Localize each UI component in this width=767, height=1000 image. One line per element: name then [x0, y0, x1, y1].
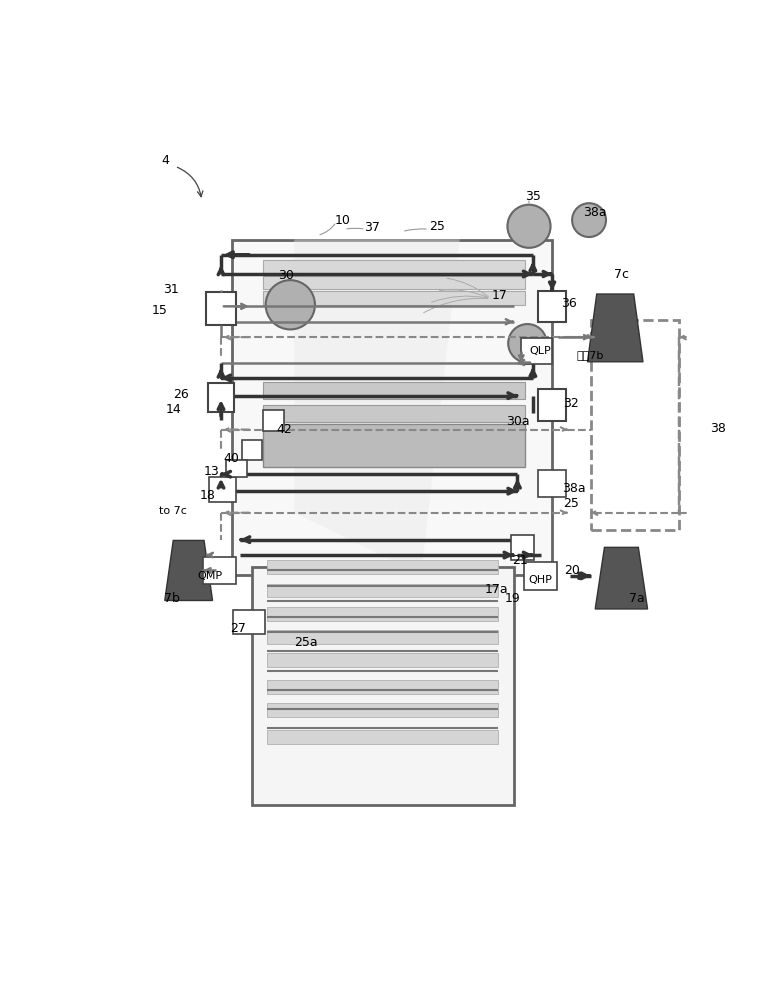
FancyBboxPatch shape — [206, 292, 235, 325]
FancyBboxPatch shape — [267, 730, 499, 744]
FancyBboxPatch shape — [267, 680, 499, 694]
Text: 42: 42 — [276, 423, 292, 436]
FancyBboxPatch shape — [512, 535, 535, 560]
Text: 38a: 38a — [562, 482, 585, 495]
Text: 10: 10 — [334, 214, 351, 227]
Text: 18: 18 — [199, 489, 215, 502]
FancyBboxPatch shape — [267, 703, 499, 717]
Text: 来自7b: 来自7b — [577, 350, 604, 360]
Text: 26: 26 — [173, 388, 189, 401]
FancyBboxPatch shape — [262, 410, 284, 431]
FancyBboxPatch shape — [232, 240, 551, 575]
Text: 7b: 7b — [164, 592, 179, 605]
Text: 14: 14 — [166, 403, 181, 416]
FancyBboxPatch shape — [538, 470, 566, 497]
FancyBboxPatch shape — [242, 440, 262, 460]
Polygon shape — [294, 239, 459, 574]
Text: 37: 37 — [364, 221, 380, 234]
Circle shape — [572, 203, 606, 237]
Text: QMP: QMP — [198, 571, 222, 581]
FancyBboxPatch shape — [232, 610, 265, 634]
Text: 21: 21 — [512, 554, 528, 567]
FancyBboxPatch shape — [267, 607, 499, 620]
FancyBboxPatch shape — [208, 383, 234, 412]
Text: QLP: QLP — [529, 346, 551, 356]
Circle shape — [265, 280, 315, 329]
Text: 7a: 7a — [629, 592, 645, 605]
Polygon shape — [588, 294, 643, 362]
Text: 7c: 7c — [614, 267, 629, 280]
FancyBboxPatch shape — [203, 557, 235, 584]
Text: 17a: 17a — [485, 583, 509, 596]
Text: 38a: 38a — [583, 206, 606, 219]
Polygon shape — [165, 540, 212, 600]
FancyBboxPatch shape — [703, 388, 737, 476]
Text: 17: 17 — [492, 289, 508, 302]
Text: to 7c: to 7c — [160, 506, 187, 516]
Text: 20: 20 — [565, 564, 580, 577]
FancyBboxPatch shape — [263, 291, 525, 305]
FancyBboxPatch shape — [263, 405, 525, 422]
Text: 4: 4 — [162, 154, 170, 167]
Text: 30: 30 — [278, 269, 294, 282]
FancyBboxPatch shape — [267, 584, 499, 597]
Text: 19: 19 — [504, 592, 520, 605]
Circle shape — [509, 324, 547, 363]
FancyBboxPatch shape — [209, 477, 235, 502]
FancyBboxPatch shape — [538, 291, 566, 322]
FancyBboxPatch shape — [252, 567, 514, 805]
Text: 25: 25 — [429, 220, 445, 233]
FancyBboxPatch shape — [525, 562, 557, 590]
FancyBboxPatch shape — [263, 260, 525, 274]
FancyBboxPatch shape — [522, 338, 552, 364]
Text: 27: 27 — [230, 622, 246, 635]
Text: 38: 38 — [710, 422, 726, 434]
Text: 25: 25 — [563, 497, 578, 510]
Text: 31: 31 — [163, 283, 179, 296]
Text: 35: 35 — [525, 190, 541, 204]
FancyBboxPatch shape — [267, 560, 499, 574]
Text: 15: 15 — [151, 304, 167, 317]
Polygon shape — [595, 547, 647, 609]
FancyBboxPatch shape — [538, 389, 566, 421]
FancyBboxPatch shape — [263, 424, 525, 466]
Text: QHP: QHP — [528, 575, 552, 585]
Text: 36: 36 — [561, 297, 577, 310]
Text: 13: 13 — [204, 465, 219, 478]
Text: 40: 40 — [224, 452, 240, 465]
FancyBboxPatch shape — [263, 276, 525, 289]
Text: 30a: 30a — [505, 415, 529, 428]
FancyBboxPatch shape — [267, 653, 499, 667]
Circle shape — [508, 205, 551, 248]
FancyBboxPatch shape — [263, 382, 525, 399]
FancyBboxPatch shape — [267, 630, 499, 644]
Text: 25a: 25a — [294, 636, 318, 649]
FancyBboxPatch shape — [225, 460, 247, 477]
Text: 32: 32 — [564, 397, 579, 410]
